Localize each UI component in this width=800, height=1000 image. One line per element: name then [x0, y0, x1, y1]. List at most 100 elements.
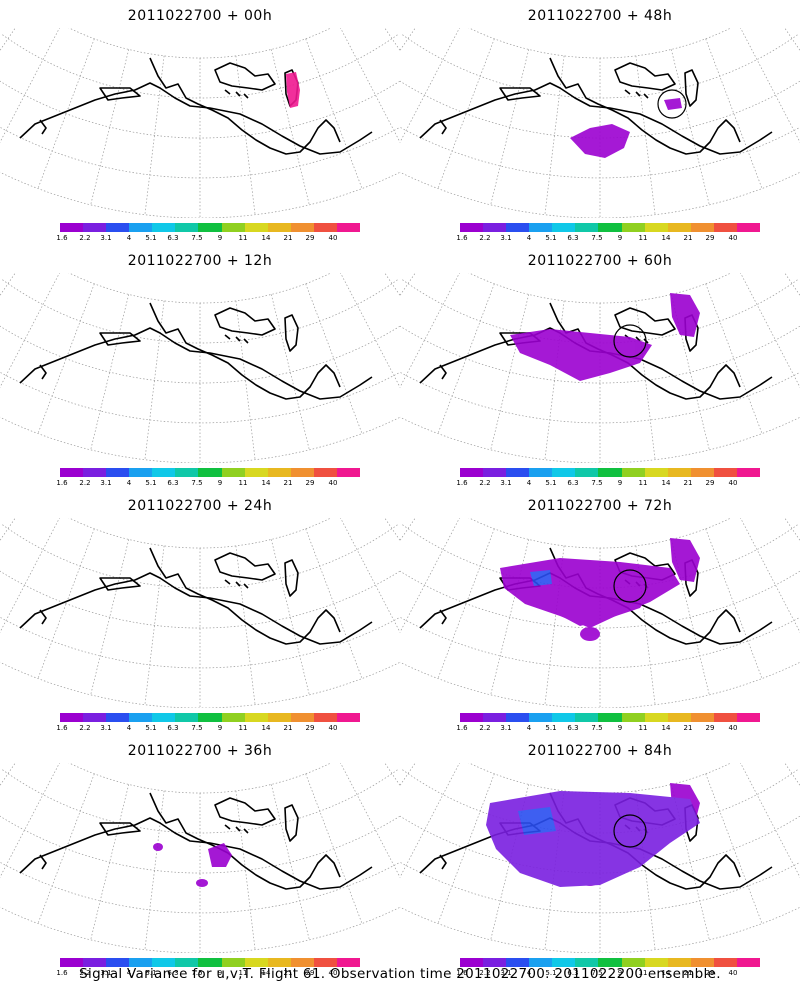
colorbar-tick-label: 40 — [728, 969, 738, 977]
colorbar-tick-label: 29 — [305, 724, 315, 732]
map-panel: 2011022700 + 12h 1.6 2.2 3.1 4 5.1 6.3 7.5 9 11 14… — [0, 245, 400, 490]
colorbar-swatch — [483, 958, 507, 967]
colorbar-tick-label: 29 — [305, 234, 315, 242]
colorbar-tick-label: 21 — [283, 234, 293, 242]
polar-map — [0, 273, 400, 463]
colorbar-tick-label: 11 — [638, 479, 648, 487]
map-panel: 2011022700 + 72h 1.6 2.2 3.1 4 5.1 6.3 7.5 9 11 14… — [400, 490, 800, 735]
colorbar-labels: 1.6 2.2 3.1 4 5.1 6.3 7.5 9 11 14 21 29 40 — [456, 724, 760, 734]
coastline — [19, 57, 373, 155]
map-panel: 2011022700 + 48h 1.6 2.2 3.1 4 5.1 6.3 7.5 9 11 14… — [400, 0, 800, 245]
lat-lon-grid — [400, 28, 800, 218]
colorbar-tick-label: 40 — [328, 234, 338, 242]
colorbar-swatch — [267, 958, 291, 967]
colorbar-tick-label: 14 — [261, 479, 271, 487]
panel-title: 2011022700 + 00h — [127, 8, 273, 24]
colorbar-swatch — [152, 468, 176, 477]
colorbar-tick-label: 14 — [261, 234, 271, 242]
colorbar-swatch — [244, 468, 268, 477]
colorbar-swatch — [690, 468, 714, 477]
colorbar-tick-label: 11 — [638, 969, 648, 977]
colorbar-tick-label: 7.5 — [591, 969, 603, 977]
colorbar-swatch — [552, 958, 576, 967]
colorbar-tick-label: 3.1 — [500, 234, 512, 242]
colorbar-tick-label: 7.5 — [191, 724, 203, 732]
colorbar-swatch — [129, 958, 153, 967]
colorbar-swatch — [221, 958, 245, 967]
colorbar-swatch — [175, 958, 199, 967]
coastline — [19, 547, 373, 645]
colorbar-tick-label: 5.1 — [545, 969, 557, 977]
colorbar-swatch — [198, 958, 222, 967]
colorbar-tick-label: 2.2 — [479, 969, 491, 977]
colorbar-swatch — [290, 468, 314, 477]
variance-contours — [500, 538, 700, 641]
colorbar-swatch — [713, 713, 737, 722]
colorbar-tick-label: 2.2 — [79, 969, 91, 977]
colorbar-swatch — [667, 468, 691, 477]
colorbar-swatch — [175, 713, 199, 722]
colorbar — [460, 958, 761, 967]
colorbar-tick-label: 2.2 — [479, 724, 491, 732]
colorbar-swatch — [313, 468, 337, 477]
colorbar-swatch — [267, 468, 291, 477]
colorbar-tick-label: 4 — [526, 479, 532, 487]
lat-lon-grid — [0, 28, 400, 218]
colorbar-swatch — [267, 223, 291, 232]
colorbar-swatch — [736, 958, 761, 967]
colorbar-tick-label: 2.2 — [479, 234, 491, 242]
variance-contours — [486, 783, 700, 887]
colorbar-swatch — [506, 713, 530, 722]
colorbar-tick-label: 40 — [728, 479, 738, 487]
colorbar-tick-label: 1.6 — [456, 479, 468, 487]
colorbar-swatch — [575, 713, 599, 722]
colorbar-swatch — [129, 713, 153, 722]
colorbar-swatch — [152, 223, 176, 232]
colorbar-swatch — [644, 958, 668, 967]
colorbar-swatch — [483, 223, 507, 232]
map-panel: 2011022700 + 24h 1.6 2.2 3.1 4 5.1 6.3 7.5 9 11 14… — [0, 490, 400, 735]
colorbar-tick-label: 9 — [217, 724, 223, 732]
colorbar-labels: 1.6 2.2 3.1 4 5.1 6.3 7.5 9 11 14 21 29 40 — [56, 724, 360, 734]
colorbar-tick-label: 1.6 — [56, 479, 68, 487]
colorbar-swatch — [267, 713, 291, 722]
colorbar-swatch — [460, 958, 484, 967]
colorbar-tick-label: 4 — [126, 234, 132, 242]
colorbar-tick-label: 9 — [217, 969, 223, 977]
variance-contours — [286, 72, 300, 108]
colorbar-tick-label: 11 — [638, 724, 648, 732]
lat-lon-grid — [0, 763, 400, 953]
colorbar-tick-label: 29 — [305, 479, 315, 487]
colorbar-tick-label: 6.3 — [567, 234, 579, 242]
colorbar-swatch — [713, 223, 737, 232]
colorbar-swatch — [313, 958, 337, 967]
colorbar-tick-label: 40 — [728, 724, 738, 732]
colorbar-swatch — [336, 958, 361, 967]
colorbar-tick-label: 5.1 — [145, 969, 157, 977]
colorbar — [60, 958, 361, 967]
colorbar-swatch — [506, 958, 530, 967]
colorbar-tick-label: 11 — [238, 724, 248, 732]
colorbar-swatch — [175, 468, 199, 477]
colorbar-swatch — [313, 223, 337, 232]
colorbar-swatch — [221, 223, 245, 232]
panel-title: 2011022700 + 48h — [527, 8, 673, 24]
colorbar-tick-label: 14 — [661, 234, 671, 242]
colorbar-tick-label: 1.6 — [456, 724, 468, 732]
map-panel: 2011022700 + 00h 1.6 2.2 3.1 4 5.1 6.3 7.5 9 11 14… — [0, 0, 400, 245]
colorbar-tick-label: 1.6 — [56, 724, 68, 732]
colorbar-swatch — [483, 713, 507, 722]
colorbar-tick-label: 6.3 — [167, 724, 179, 732]
colorbar-swatch — [644, 713, 668, 722]
colorbar-tick-label: 2.2 — [79, 234, 91, 242]
colorbar-tick-label: 4 — [526, 724, 532, 732]
colorbar-swatch — [529, 958, 553, 967]
colorbar-labels: 1.6 2.2 3.1 4 5.1 6.3 7.5 9 11 14 21 29 40 — [456, 234, 760, 244]
colorbar-tick-label: 9 — [617, 234, 623, 242]
colorbar-tick-label: 5.1 — [545, 234, 557, 242]
colorbar-swatch — [129, 468, 153, 477]
colorbar-tick-label: 4 — [526, 969, 532, 977]
map-panel: 2011022700 + 36h 1.6 2.2 3.1 4 5.1 6.3 7.5 9 11 14… — [0, 735, 400, 980]
colorbar-tick-label: 3.1 — [100, 479, 112, 487]
map-panel: 2011022700 + 84h 1.6 2.2 3.1 4 5.1 6.3 7.5 9 11 14… — [400, 735, 800, 980]
